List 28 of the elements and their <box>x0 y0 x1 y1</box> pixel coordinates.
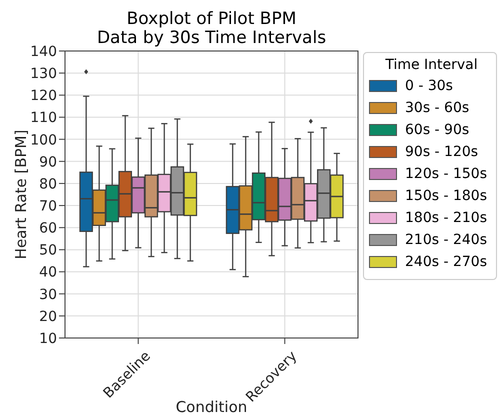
y-tick-label: 20 <box>39 308 57 325</box>
legend-label: 120s - 150s <box>405 166 487 182</box>
y-tick-label: 120 <box>30 88 57 104</box>
y-tick-label: 30 <box>39 286 57 303</box>
legend-label: 240s - 270s <box>405 254 487 270</box>
y-tick-label: 50 <box>39 242 57 259</box>
legend-label: 30s - 60s <box>405 100 470 116</box>
chart-title: Boxplot of Pilot BPM <box>126 9 298 29</box>
y-tick-label: 80 <box>39 176 57 192</box>
y-tick-label: 130 <box>30 66 57 82</box>
legend-label: 0 - 30s <box>405 78 453 94</box>
legend-label: 180s - 210s <box>405 210 487 226</box>
y-tick-label: 90 <box>39 154 57 170</box>
legend-title: Time Interval <box>384 57 479 73</box>
y-axis-title: Heart Rate [BPM] <box>12 130 30 260</box>
y-tick-label: 60 <box>39 220 57 237</box>
x-axis-title: Condition <box>176 398 248 415</box>
chart-subtitle: Data by 30s Time Intervals <box>96 28 328 48</box>
y-tick-label: 140 <box>30 44 57 60</box>
y-tick-label: 100 <box>30 132 57 148</box>
y-tick-label: 40 <box>39 264 57 281</box>
y-tick-label: 110 <box>30 110 57 126</box>
y-tick-label: 10 <box>39 330 57 347</box>
legend-label: 90s - 120s <box>405 144 478 160</box>
legend-label: 150s - 180s <box>405 188 487 204</box>
y-tick-label: 70 <box>39 198 57 215</box>
legend-label: 210s - 240s <box>405 232 487 248</box>
legend-label: 60s - 90s <box>405 122 470 138</box>
